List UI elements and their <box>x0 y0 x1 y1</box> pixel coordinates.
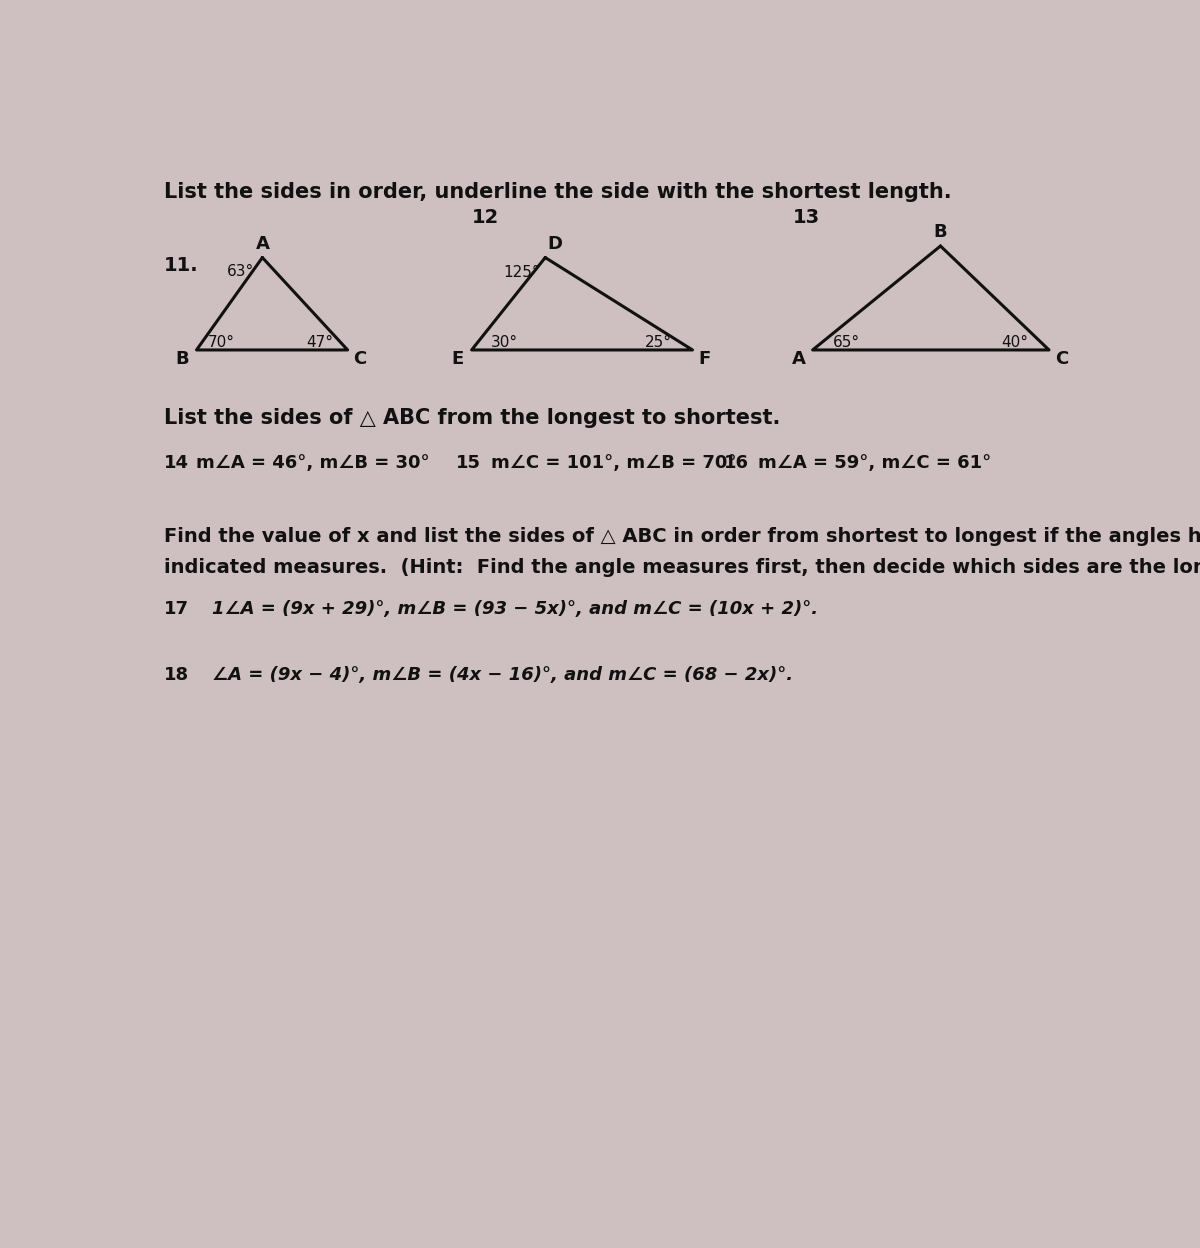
Text: 18: 18 <box>164 665 190 684</box>
Text: F: F <box>698 351 712 368</box>
Text: 63°: 63° <box>227 263 254 278</box>
Text: 47°: 47° <box>306 334 334 349</box>
Text: m∠C = 101°, m∠B = 70°: m∠C = 101°, m∠B = 70° <box>491 454 737 472</box>
Text: 70°: 70° <box>208 334 235 349</box>
Text: B: B <box>934 223 947 241</box>
Text: 25°: 25° <box>644 334 672 349</box>
Text: C: C <box>353 351 367 368</box>
Text: A: A <box>792 351 805 368</box>
Text: 15: 15 <box>456 454 481 472</box>
Text: m∠A = 59°, m∠C = 61°: m∠A = 59°, m∠C = 61° <box>758 454 991 472</box>
Text: A: A <box>256 235 269 252</box>
Text: 125°: 125° <box>504 266 540 281</box>
Text: 1∠A = (9x + 29)°, m∠B = (93 − 5x)°, and m∠C = (10x + 2)°.: 1∠A = (9x + 29)°, m∠B = (93 − 5x)°, and … <box>212 600 818 618</box>
Text: 13: 13 <box>793 207 821 226</box>
Text: 30°: 30° <box>491 334 517 349</box>
Text: ∠A = (9x − 4)°, m∠B = (4x − 16)°, and m∠C = (68 − 2x)°.: ∠A = (9x − 4)°, m∠B = (4x − 16)°, and m∠… <box>212 665 793 684</box>
Text: 16: 16 <box>724 454 749 472</box>
Text: E: E <box>451 351 463 368</box>
Text: D: D <box>547 235 562 252</box>
Text: indicated measures.  (Hint:  Find the angle measures first, then decide which si: indicated measures. (Hint: Find the angl… <box>164 558 1200 577</box>
Text: 11.: 11. <box>164 256 198 275</box>
Text: 40°: 40° <box>1001 334 1028 349</box>
Text: 14: 14 <box>164 454 188 472</box>
Text: List the sides of △ ABC from the longest to shortest.: List the sides of △ ABC from the longest… <box>164 408 780 428</box>
Text: Find the value of x and list the sides of △ ABC in order from shortest to longes: Find the value of x and list the sides o… <box>164 527 1200 547</box>
Text: C: C <box>1055 351 1068 368</box>
Text: 12: 12 <box>472 207 499 226</box>
Text: B: B <box>175 351 190 368</box>
Text: m∠A = 46°, m∠B = 30°: m∠A = 46°, m∠B = 30° <box>197 454 430 472</box>
Text: List the sides in order, underline the side with the shortest length.: List the sides in order, underline the s… <box>164 182 952 202</box>
Text: 17: 17 <box>164 600 188 618</box>
Text: 65°: 65° <box>833 334 860 349</box>
